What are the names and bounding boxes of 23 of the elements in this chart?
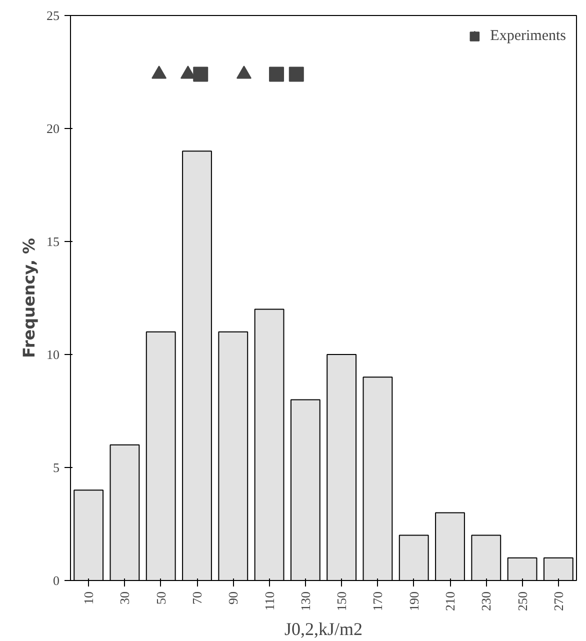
x-tick-label: 30	[117, 592, 132, 604]
x-tick-label: 130	[298, 592, 313, 611]
legend-label: Experiments	[490, 28, 566, 44]
x-tick-label: 90	[226, 592, 241, 604]
y-tick-label: 20	[46, 121, 60, 136]
x-tick-label: 230	[478, 592, 494, 611]
x-tick-label: 150	[334, 592, 350, 611]
y-tick-label: 10	[46, 347, 60, 362]
y-tick-label: 25	[46, 8, 60, 23]
y-tick-label: 0	[53, 573, 60, 588]
x-tick-label: 210	[442, 592, 458, 611]
x-tick-label: 250	[514, 592, 530, 611]
x-tick-label: 190	[406, 592, 422, 611]
y-tick-label: 15	[46, 234, 60, 249]
x-tick-label: 70	[190, 592, 204, 604]
y-axis-title: Frequency, %	[20, 238, 38, 358]
x-tick-label: 50	[153, 592, 168, 604]
x-axis-title: J0,2,kJ/m2	[284, 619, 363, 639]
x-tick-label: 270	[550, 592, 566, 611]
x-tick-label: 170	[370, 592, 386, 611]
x-tick-label: 10	[81, 592, 96, 604]
x-tick-label: 110	[262, 591, 277, 611]
y-tick-label: 5	[53, 460, 60, 475]
